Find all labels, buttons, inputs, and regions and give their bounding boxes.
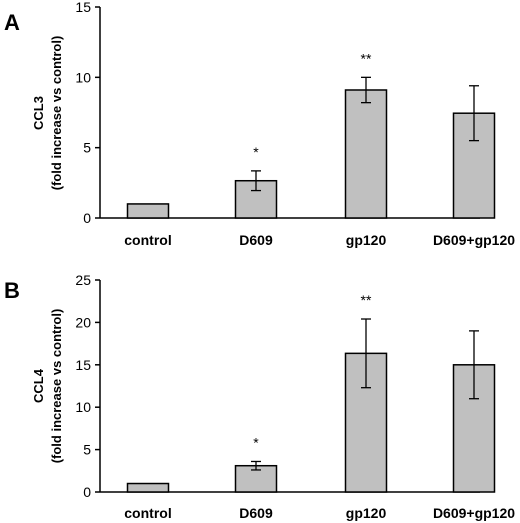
x-category-label: gp120 bbox=[346, 505, 387, 521]
x-category-label: D609 bbox=[239, 505, 273, 521]
y-tick-label: 0 bbox=[83, 484, 91, 500]
significance-marker: * bbox=[253, 144, 259, 160]
panel-b-chart: B 0 5 10 15 20 25 CCL4 (fold increase vs control… bbox=[4, 272, 515, 521]
y-tick-label: 25 bbox=[75, 272, 91, 288]
y-axis-label: CCL3 bbox=[31, 96, 46, 130]
panel-letter-B: B bbox=[4, 278, 20, 303]
y-tick-label: 5 bbox=[83, 140, 91, 156]
y-tick-label: 10 bbox=[75, 399, 91, 415]
y-tick-label: 10 bbox=[75, 69, 91, 85]
bar-gp120 bbox=[344, 89, 388, 219]
x-category-label: gp120 bbox=[346, 232, 387, 248]
y-tick-label: 5 bbox=[83, 442, 91, 458]
bar-control bbox=[126, 482, 170, 493]
x-category-label: control bbox=[124, 232, 171, 248]
significance-marker: * bbox=[253, 434, 259, 450]
panel-a-chart: A 0 5 10 15 CCL3 (fold increase vs control) con… bbox=[4, 0, 515, 248]
significance-marker: ** bbox=[361, 292, 372, 308]
y-tick-label: 15 bbox=[75, 357, 91, 373]
x-category-label: D609 bbox=[239, 232, 273, 248]
y-axis-label-units: (fold increase vs control) bbox=[49, 309, 64, 464]
y-axis-label: CCL4 bbox=[31, 368, 46, 403]
panel-letter-A: A bbox=[4, 10, 20, 35]
x-category-label: D609+gp120 bbox=[433, 505, 515, 521]
y-tick-label: 15 bbox=[75, 0, 91, 15]
y-tick-label: 20 bbox=[75, 314, 91, 330]
significance-marker: ** bbox=[361, 50, 372, 66]
bar-control bbox=[126, 203, 170, 219]
y-axis-label-units: (fold increase vs control) bbox=[49, 36, 64, 191]
x-category-label: D609+gp120 bbox=[433, 232, 515, 248]
y-tick-label: 0 bbox=[83, 210, 91, 226]
x-category-label: control bbox=[124, 505, 171, 521]
